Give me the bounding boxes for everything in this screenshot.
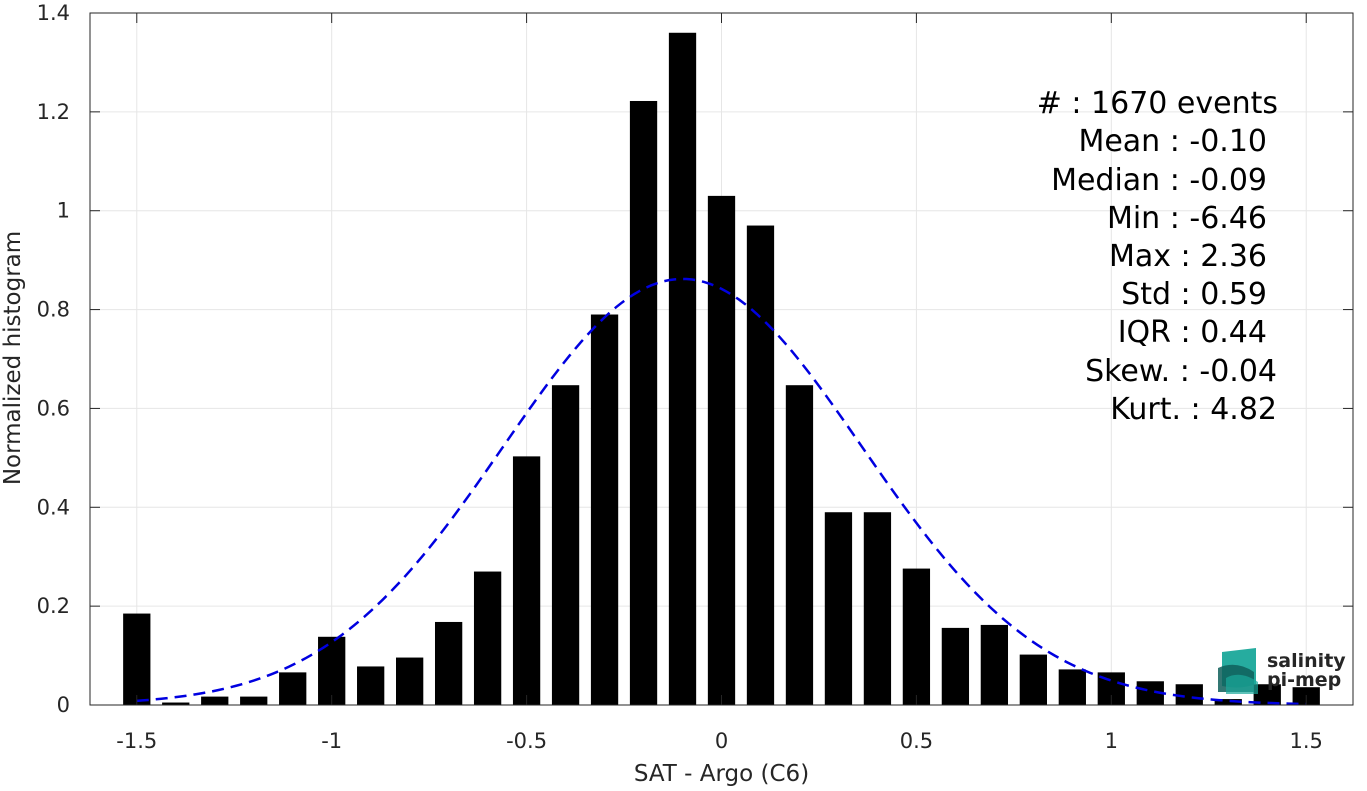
histogram-bar: [785, 385, 814, 705]
histogram-bar: [240, 696, 268, 705]
stats-median: Median : -0.09: [1051, 163, 1267, 198]
x-tick-label: -1: [321, 729, 342, 753]
y-tick-label: 0.6: [37, 396, 70, 420]
histogram-bar: [512, 456, 541, 705]
y-axis-title: Normalized histogram: [0, 231, 26, 485]
stats-kurt: Kurt. : 4.82: [1110, 392, 1277, 427]
histogram-bar: [1175, 684, 1203, 705]
histogram-bar: [279, 672, 307, 705]
x-tick-label: 0: [715, 729, 728, 753]
stats-mean: Mean : -0.10: [1078, 124, 1267, 159]
salinity-pi-mep-logo: salinity pi-mep: [1218, 648, 1346, 694]
x-tick-label: 1.5: [1290, 729, 1323, 753]
histogram-bar: [162, 702, 190, 705]
histogram-bar: [201, 696, 229, 705]
stats-annotation: # : 1670 events Mean : -0.10 Median : -0…: [1037, 86, 1278, 427]
gaussian-fit-curve: [136, 277, 1307, 706]
tick-labels-layer: -1.5 -1 -0.5 0 0.5 1 1.5 0 0.2 0.4 0.6 0.8 1 1.2 1.4: [37, 1, 1323, 753]
histogram-bar: [746, 225, 775, 706]
y-tick-label: 1.2: [37, 100, 70, 124]
histogram-bar: [551, 385, 580, 705]
logo-text-pi-mep: pi-mep: [1267, 669, 1341, 691]
histogram-bar: [357, 666, 385, 705]
x-axis-title: SAT - Argo (C6): [634, 761, 809, 787]
histogram-bar: [1058, 669, 1086, 705]
histogram-bar: [707, 195, 736, 705]
histogram-bar: [980, 624, 1009, 705]
histogram-bar: [1136, 681, 1164, 705]
bars-layer: [123, 32, 1320, 706]
histogram-bar: [863, 512, 892, 705]
histogram-bar: [824, 512, 853, 705]
stats-std: Std : 0.59: [1121, 277, 1267, 312]
x-tick-label: -0.5: [506, 729, 547, 753]
stats-skew: Skew. : -0.04: [1085, 354, 1277, 389]
logo-text-salinity: salinity: [1267, 650, 1346, 672]
x-tick-label: -1.5: [116, 729, 157, 753]
stats-max: Max : 2.36: [1109, 239, 1267, 274]
histogram-bar: [123, 613, 151, 705]
histogram-bar: [1214, 699, 1242, 705]
y-tick-label: 0.8: [37, 298, 70, 322]
fit-layer: [136, 277, 1307, 706]
y-tick-label: 1.4: [37, 1, 70, 25]
y-tick-label: 0.2: [37, 594, 70, 618]
histogram-bar: [941, 627, 970, 705]
histogram-bar: [629, 100, 658, 706]
y-tick-label: 0.4: [37, 495, 70, 519]
histogram-bar: [590, 314, 619, 705]
wave-logo-icon: [1218, 648, 1258, 694]
histogram-bar: [902, 568, 931, 705]
stats-events: # : 1670 events: [1037, 86, 1278, 121]
stats-iqr: IQR : 0.44: [1118, 315, 1267, 350]
histogram-bar: [396, 657, 424, 705]
y-tick-label: 1: [57, 199, 70, 223]
x-tick-label: 1: [1105, 729, 1118, 753]
histogram-bar: [434, 621, 463, 705]
histogram-bar: [1019, 654, 1047, 705]
histogram-bar: [1253, 684, 1281, 705]
histogram-bar: [473, 571, 502, 705]
ticks-layer: [90, 12, 1353, 706]
x-tick-label: 0.5: [900, 729, 933, 753]
y-tick-label: 0: [57, 693, 70, 717]
histogram-bar: [668, 32, 697, 706]
stats-min: Min : -6.46: [1107, 201, 1267, 236]
